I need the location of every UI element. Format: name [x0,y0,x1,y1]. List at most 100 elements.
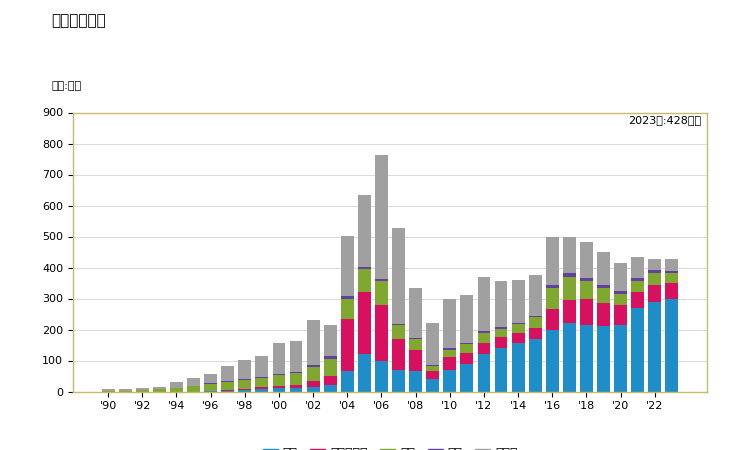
Bar [426,366,439,371]
Bar [102,391,114,392]
Bar [546,285,558,288]
Bar [648,270,661,273]
Bar [170,388,183,392]
Bar [477,333,491,343]
Bar [238,380,252,389]
Bar [136,390,149,392]
Bar [222,391,234,392]
Bar [666,259,678,271]
Bar [546,309,558,329]
Text: 2023年:428万台: 2023年:428万台 [628,115,701,125]
Bar [289,341,303,372]
Bar [426,364,439,366]
Bar [477,343,491,354]
Bar [307,320,319,365]
Bar [631,257,644,278]
Bar [409,288,422,338]
Bar [426,323,439,364]
Bar [477,354,491,392]
Bar [615,305,627,325]
Bar [341,296,354,298]
Bar [563,238,576,273]
Bar [546,329,558,392]
Bar [529,316,542,317]
Bar [461,353,473,364]
Bar [580,281,593,298]
Bar [615,294,627,305]
Bar [529,328,542,339]
Bar [631,308,644,392]
Bar [222,366,234,381]
Bar [341,235,354,296]
Legend: 中国, フィリピン, 米国, 台湾, その他: 中国, フィリピン, 米国, 台湾, その他 [257,442,523,450]
Bar [273,386,285,388]
Bar [238,360,252,379]
Bar [273,374,285,375]
Bar [358,354,371,392]
Bar [597,326,610,392]
Bar [222,381,234,382]
Bar [375,279,388,281]
Bar [170,382,183,388]
Bar [358,266,371,269]
Bar [255,387,268,389]
Bar [512,343,525,392]
Bar [136,388,149,390]
Bar [324,376,337,385]
Bar [529,339,542,392]
Bar [615,325,627,392]
Bar [461,364,473,392]
Bar [358,292,371,354]
Bar [289,373,303,385]
Bar [392,339,405,370]
Bar [615,263,627,291]
Bar [204,391,217,392]
Bar [409,338,422,339]
Bar [289,372,303,373]
Bar [409,339,422,350]
Bar [495,281,507,327]
Bar [392,228,405,324]
Bar [648,273,661,284]
Bar [443,370,456,392]
Bar [187,386,200,391]
Bar [238,390,252,392]
Bar [495,328,507,337]
Bar [580,278,593,281]
Bar [546,237,558,285]
Bar [631,278,644,280]
Bar [426,379,439,392]
Bar [289,388,303,392]
Bar [307,367,319,381]
Bar [461,344,473,353]
Text: 単位:万台: 単位:万台 [51,81,81,91]
Bar [238,389,252,390]
Bar [666,298,678,392]
Bar [204,383,217,384]
Bar [273,343,285,374]
Bar [512,323,525,324]
Bar [563,273,576,277]
Bar [597,303,610,326]
Bar [255,356,268,377]
Bar [512,333,525,343]
Bar [477,331,491,333]
Bar [426,371,439,379]
Bar [597,288,610,303]
Bar [495,337,507,348]
Bar [495,327,507,328]
Bar [563,300,576,323]
Bar [461,295,473,343]
Bar [324,359,337,376]
Bar [324,325,337,356]
Bar [529,317,542,328]
Bar [512,324,525,333]
Bar [238,379,252,380]
Bar [273,375,285,386]
Bar [392,325,405,339]
Bar [546,288,558,309]
Bar [375,281,388,305]
Bar [443,357,456,370]
Bar [255,378,268,387]
Bar [648,284,661,302]
